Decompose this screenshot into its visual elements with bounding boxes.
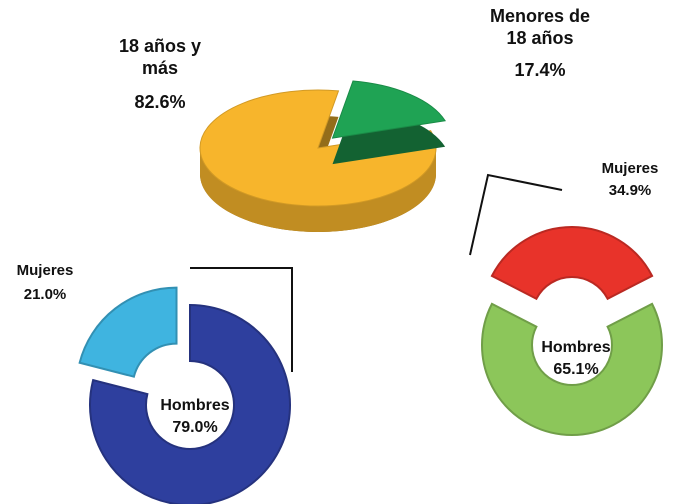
donut-segment [89,303,291,504]
pie-slice [331,80,446,139]
category-label: Mujeres [601,160,659,177]
leader-line [190,267,293,372]
value-label: 17.4% [514,60,566,80]
category-label: 18 años y más [118,36,202,78]
donut-segment [490,226,654,301]
donut-segment [78,286,178,378]
value-label: 34.9% [608,182,652,199]
category-label: Menores de 18 años [489,6,591,48]
donut-segment [481,302,663,436]
pie-slice [199,89,437,207]
value-label: 82.6% [134,92,186,112]
value-label: 65.1% [553,361,599,378]
value-label: 79.0% [172,419,218,436]
category-label: Hombres [160,397,230,414]
category-label: Mujeres [16,262,74,279]
pie-slice-side [200,148,436,232]
value-label: 21.0% [23,286,67,303]
leader-line [469,173,563,256]
category-label: Hombres [541,339,611,356]
